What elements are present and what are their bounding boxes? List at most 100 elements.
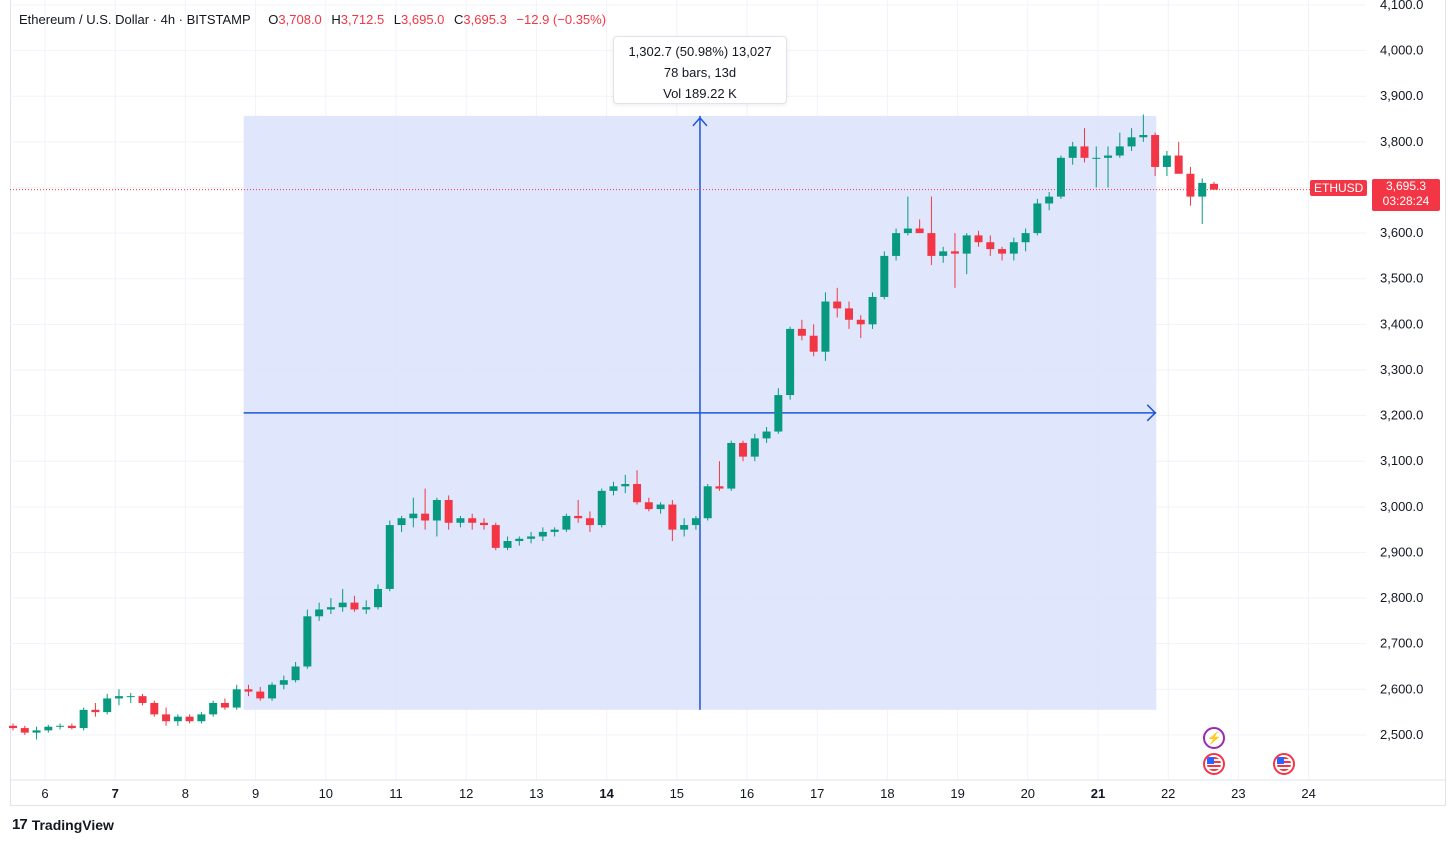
candle[interactable] bbox=[1186, 166, 1195, 206]
candle[interactable] bbox=[1198, 178, 1207, 224]
candle[interactable] bbox=[750, 433, 759, 462]
us-flag-event-icon[interactable] bbox=[1203, 753, 1225, 775]
candle[interactable] bbox=[421, 488, 430, 530]
candle[interactable] bbox=[950, 233, 959, 288]
candle[interactable] bbox=[268, 682, 277, 701]
candle[interactable] bbox=[409, 497, 418, 528]
candle[interactable] bbox=[362, 600, 371, 615]
candle[interactable] bbox=[1127, 128, 1136, 151]
candle[interactable] bbox=[550, 527, 559, 537]
candle[interactable] bbox=[374, 584, 383, 610]
candle[interactable] bbox=[915, 219, 924, 234]
candle[interactable] bbox=[515, 536, 524, 546]
candle[interactable] bbox=[868, 292, 877, 329]
candle[interactable] bbox=[974, 230, 983, 247]
candle[interactable] bbox=[244, 684, 253, 697]
candle[interactable] bbox=[998, 246, 1007, 261]
candle[interactable] bbox=[126, 692, 135, 703]
candle[interactable] bbox=[762, 426, 771, 443]
candle[interactable] bbox=[479, 518, 488, 530]
candle[interactable] bbox=[397, 515, 406, 532]
us-flag-event-icon[interactable] bbox=[1273, 753, 1295, 775]
candle[interactable] bbox=[691, 515, 700, 530]
candle[interactable] bbox=[1056, 155, 1065, 199]
candle[interactable] bbox=[986, 235, 995, 256]
candle[interactable] bbox=[209, 700, 218, 717]
candle[interactable] bbox=[656, 502, 665, 514]
candle[interactable] bbox=[809, 324, 818, 357]
candle[interactable] bbox=[9, 723, 17, 731]
candle[interactable] bbox=[1174, 141, 1183, 174]
candle[interactable] bbox=[1045, 192, 1054, 211]
candle[interactable] bbox=[173, 714, 182, 726]
candle[interactable] bbox=[739, 440, 748, 462]
candle[interactable] bbox=[774, 388, 783, 434]
candle[interactable] bbox=[962, 233, 971, 275]
candle[interactable] bbox=[468, 513, 477, 530]
candle[interactable] bbox=[927, 196, 936, 266]
candle[interactable] bbox=[291, 661, 300, 683]
candle[interactable] bbox=[585, 511, 594, 532]
candle[interactable] bbox=[844, 301, 853, 329]
candle[interactable] bbox=[79, 707, 88, 731]
candle[interactable] bbox=[256, 687, 265, 701]
candle[interactable] bbox=[162, 707, 171, 726]
candle[interactable] bbox=[1068, 141, 1077, 165]
candle[interactable] bbox=[326, 598, 335, 615]
candle[interactable] bbox=[644, 497, 653, 512]
candle[interactable] bbox=[185, 714, 194, 724]
candle[interactable] bbox=[1210, 181, 1218, 190]
candle[interactable] bbox=[114, 689, 123, 706]
candle[interactable] bbox=[1162, 150, 1171, 177]
candle[interactable] bbox=[597, 488, 606, 528]
candle[interactable] bbox=[350, 595, 359, 612]
candle[interactable] bbox=[892, 228, 901, 261]
candle[interactable] bbox=[797, 319, 806, 341]
candle[interactable] bbox=[91, 702, 100, 717]
candle[interactable] bbox=[821, 292, 830, 361]
candle[interactable] bbox=[1009, 237, 1018, 261]
candle[interactable] bbox=[67, 723, 76, 730]
candle[interactable] bbox=[138, 693, 147, 706]
lightning-event-icon[interactable]: ⚡ bbox=[1203, 727, 1225, 749]
candle[interactable] bbox=[338, 588, 347, 612]
candle[interactable] bbox=[703, 484, 712, 521]
candle[interactable] bbox=[197, 712, 206, 724]
candle[interactable] bbox=[538, 527, 547, 542]
candle[interactable] bbox=[456, 515, 465, 528]
candle[interactable] bbox=[574, 499, 583, 523]
candle[interactable] bbox=[44, 724, 53, 733]
candle[interactable] bbox=[1080, 128, 1089, 163]
candle[interactable] bbox=[939, 246, 948, 263]
symbol-title[interactable]: Ethereum / U.S. Dollar · 4h · BITSTAMP bbox=[19, 12, 251, 27]
candle[interactable] bbox=[220, 698, 229, 710]
candle[interactable] bbox=[491, 522, 500, 551]
candle[interactable] bbox=[786, 326, 795, 400]
candle[interactable] bbox=[1033, 198, 1042, 236]
candle[interactable] bbox=[727, 440, 736, 491]
candle[interactable] bbox=[150, 700, 159, 717]
candle[interactable] bbox=[680, 518, 689, 537]
candle[interactable] bbox=[503, 536, 512, 551]
tradingview-branding[interactable]: 17 TradingView bbox=[12, 816, 114, 833]
candle[interactable] bbox=[609, 481, 618, 496]
candle[interactable] bbox=[633, 470, 642, 505]
candle[interactable] bbox=[880, 251, 889, 300]
candle[interactable] bbox=[527, 531, 536, 544]
candle[interactable] bbox=[103, 693, 112, 715]
candle[interactable] bbox=[444, 495, 453, 530]
candle[interactable] bbox=[621, 474, 630, 494]
candle[interactable] bbox=[20, 725, 29, 735]
candle[interactable] bbox=[562, 513, 571, 532]
candlestick-chart[interactable]: 2,500.0 2,600.0 2,700.0 2,800.0 2,900.0 3,000… bbox=[0, 0, 1456, 806]
candle[interactable] bbox=[385, 520, 394, 592]
candle[interactable] bbox=[56, 723, 65, 730]
candle[interactable] bbox=[432, 497, 441, 537]
candle[interactable] bbox=[715, 461, 724, 491]
candle[interactable] bbox=[32, 726, 41, 740]
candle[interactable] bbox=[1139, 114, 1148, 142]
candle[interactable] bbox=[668, 499, 677, 542]
candle[interactable] bbox=[279, 675, 288, 690]
candle[interactable] bbox=[1151, 132, 1160, 177]
candle[interactable] bbox=[232, 684, 241, 710]
